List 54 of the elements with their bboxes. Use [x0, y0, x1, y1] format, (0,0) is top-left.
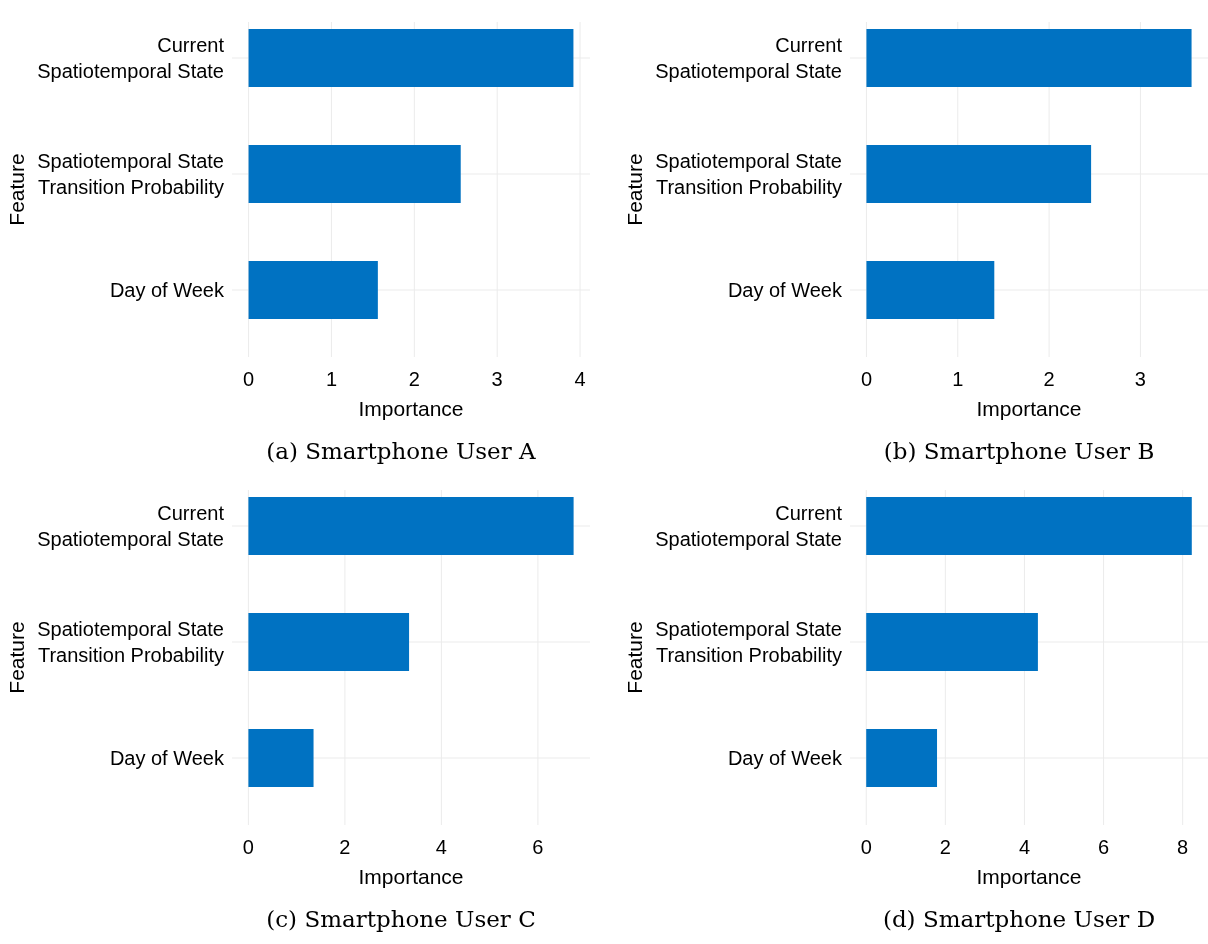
- x-tick-label: 2: [1043, 368, 1055, 390]
- y-axis-title: Feature: [623, 153, 646, 226]
- y-tick-label: Day of Week: [727, 747, 843, 769]
- text: (d) Smartphone User D: [882, 906, 1156, 932]
- x-tick-label: 2: [339, 836, 351, 858]
- x-axis-title: Importance: [358, 865, 464, 888]
- y-tick-label: Day of Week: [727, 279, 843, 301]
- x-axis-title: Importance: [976, 397, 1082, 420]
- y-tick-label: Spatiotemporal State Transition Probability: [37, 618, 224, 666]
- bar: [248, 261, 378, 319]
- bar: [866, 729, 938, 787]
- x-tick-label: 0: [242, 836, 254, 858]
- x-tick-label: 8: [1177, 836, 1189, 858]
- x-tick-label: 0: [860, 836, 872, 858]
- x-tick-label: 6: [532, 836, 544, 858]
- bar: [866, 613, 1038, 671]
- y-tick-label: Spatiotemporal State Transition Probability: [655, 618, 842, 666]
- x-axis-title: Importance: [976, 865, 1082, 888]
- x-tick-label: 6: [1098, 836, 1110, 858]
- text: (b) Smartphone User B: [883, 438, 1155, 464]
- bar: [248, 613, 410, 671]
- x-tick-label: 1: [325, 368, 338, 390]
- bar: [866, 261, 995, 319]
- bar: [866, 29, 1192, 87]
- x-tick-label: 4: [1018, 836, 1031, 858]
- x-tick-label: 4: [435, 836, 447, 858]
- x-tick-label: 3: [1134, 368, 1146, 390]
- x-tick-label: 4: [574, 368, 586, 390]
- y-axis-title: Feature: [5, 621, 28, 694]
- y-axis-title: Feature: [5, 153, 28, 226]
- x-tick-label: 1: [952, 368, 964, 390]
- bar: [248, 729, 314, 787]
- x-tick-label: 0: [860, 368, 872, 390]
- y-tick-label: Spatiotemporal State Transition Probability: [37, 150, 224, 198]
- bar: [866, 145, 1092, 203]
- x-tick-label: 2: [939, 836, 951, 858]
- y-tick-label: Day of Week: [109, 747, 225, 769]
- bar: [248, 29, 574, 87]
- bar: [248, 497, 574, 555]
- y-tick-label: Current Spatiotemporal State: [37, 502, 225, 550]
- y-tick-label: Day of Week: [109, 279, 225, 301]
- x-axis-title: Importance: [358, 397, 464, 420]
- text: (c) Smartphone User C: [266, 906, 536, 932]
- y-tick-label: Spatiotemporal State Transition Probability: [655, 150, 842, 198]
- x-tick-label: 0: [243, 368, 255, 390]
- text: (a) Smartphone User A: [266, 438, 537, 464]
- y-axis-title: Feature: [623, 621, 646, 694]
- x-tick-label: 3: [491, 368, 503, 390]
- bar: [248, 145, 461, 203]
- bar: [866, 497, 1192, 555]
- y-tick-label: Current Spatiotemporal State: [655, 502, 843, 550]
- y-tick-label: Current Spatiotemporal State: [37, 34, 225, 82]
- y-tick-label: Current Spatiotemporal State: [655, 34, 843, 82]
- x-tick-label: 2: [408, 368, 420, 390]
